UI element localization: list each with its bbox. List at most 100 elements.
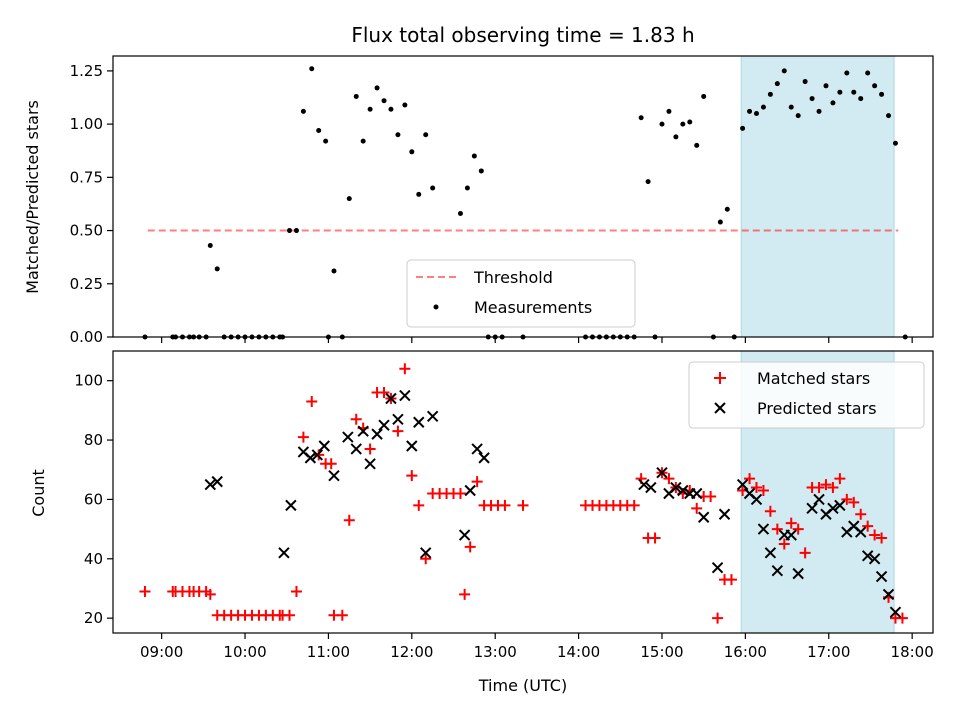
matched-stars-point bbox=[896, 612, 908, 624]
measurements-point bbox=[346, 196, 352, 202]
predicted-stars-point bbox=[861, 550, 874, 562]
measurements-point bbox=[353, 93, 359, 99]
ratio-y-tick-label: 0.25 bbox=[70, 275, 103, 293]
measurements-point bbox=[886, 113, 892, 119]
measurements-point bbox=[851, 89, 857, 95]
measurements-point bbox=[724, 206, 730, 212]
matched-stars-point bbox=[869, 529, 881, 541]
predicted-stars-point bbox=[638, 478, 650, 491]
measurements-point bbox=[293, 228, 299, 234]
x-tick-label: 12:00 bbox=[390, 643, 433, 661]
measurements-point bbox=[214, 266, 220, 272]
measurements-point bbox=[645, 179, 651, 185]
matched-stars-point bbox=[792, 523, 804, 535]
matched-stars-point bbox=[848, 496, 860, 508]
predicted-stars-point bbox=[875, 570, 888, 583]
matched-stars-point bbox=[813, 482, 825, 494]
measurements-point bbox=[767, 91, 773, 97]
matched-stars-point bbox=[862, 520, 874, 532]
matched-stars-point bbox=[406, 470, 418, 482]
measurements-legend-label: Measurements bbox=[474, 298, 592, 317]
matched-stars-point bbox=[413, 499, 425, 511]
x-tick-label: 15:00 bbox=[640, 643, 683, 661]
predicted-stars-point bbox=[718, 508, 731, 520]
matched-stars-point bbox=[454, 487, 466, 499]
matched-stars-point bbox=[778, 538, 790, 550]
matched-stars-point bbox=[820, 479, 832, 491]
matched-stars-point bbox=[290, 585, 302, 597]
ratio-legend-box bbox=[406, 259, 636, 328]
measurements-point bbox=[666, 108, 672, 114]
measurements-point bbox=[638, 115, 644, 121]
measurements-point bbox=[659, 121, 665, 127]
measurements-point bbox=[331, 268, 337, 274]
matched-legend-swatch bbox=[714, 372, 726, 384]
ratio-y-tick-label: 1.00 bbox=[70, 115, 103, 133]
matched-stars-point bbox=[464, 541, 476, 553]
measurements-point bbox=[374, 85, 380, 91]
measurements-point bbox=[892, 140, 898, 146]
measurements-point bbox=[457, 211, 463, 217]
measurements-point bbox=[395, 132, 401, 138]
ratio-y-axis-label: Matched/Predicted stars bbox=[23, 100, 42, 294]
ratio-y-tick-label: 0.00 bbox=[70, 328, 103, 346]
predicted-stars-point bbox=[855, 526, 867, 538]
matched-stars-point bbox=[499, 499, 511, 511]
predicted-legend-label: Predicted stars bbox=[757, 399, 877, 418]
counts-legend: Matched stars Predicted stars bbox=[688, 361, 925, 429]
predicted-stars-point bbox=[406, 440, 418, 452]
x-tick-label: 16:00 bbox=[724, 643, 767, 661]
predicted-stars-point bbox=[764, 547, 777, 559]
matched-stars-point bbox=[306, 395, 318, 407]
x-tick-label: 18:00 bbox=[891, 643, 934, 661]
measurements-point bbox=[701, 93, 707, 99]
matched-stars-point bbox=[336, 609, 348, 621]
measurements-point bbox=[837, 89, 843, 95]
measurements-point bbox=[423, 132, 429, 138]
predicted-stars-point bbox=[670, 481, 682, 494]
measurements-point bbox=[316, 128, 322, 134]
predicted-stars-point bbox=[385, 392, 397, 405]
chart-title: Flux total observing time = 1.83 h bbox=[351, 23, 694, 47]
predicted-stars-point bbox=[806, 502, 818, 515]
matched-stars-point bbox=[855, 508, 867, 520]
predicted-stars-point bbox=[750, 493, 763, 506]
measurements-point bbox=[879, 91, 885, 97]
matched-stars-point bbox=[628, 499, 640, 511]
matched-stars-point bbox=[471, 476, 483, 488]
counts-panel-frame bbox=[112, 350, 934, 634]
counts-y-tick-label: 60 bbox=[84, 490, 103, 508]
measurements-point bbox=[430, 185, 436, 191]
measurements-point bbox=[816, 108, 822, 114]
predicted-stars-point bbox=[311, 449, 324, 461]
matched-legend-label: Matched stars bbox=[757, 369, 870, 388]
predicted-stars-point bbox=[868, 553, 881, 565]
matched-stars-point bbox=[799, 547, 811, 559]
measurements-point bbox=[416, 191, 422, 197]
predicted-stars-point bbox=[328, 469, 340, 482]
measurements-point bbox=[300, 108, 306, 114]
matched-stars-point bbox=[325, 458, 337, 470]
x-tick-label: 13:00 bbox=[474, 643, 517, 661]
measurements-point bbox=[747, 108, 753, 114]
measurements-point bbox=[687, 119, 693, 125]
ratio-panel-frame bbox=[112, 55, 934, 338]
ratio-legend: Threshold Measurements bbox=[406, 259, 636, 328]
predicted-stars-point bbox=[677, 484, 689, 497]
x-tick-label: 17:00 bbox=[807, 643, 850, 661]
predicted-stars-point bbox=[785, 529, 797, 541]
counts-y-tick-label: 40 bbox=[84, 550, 103, 568]
predicted-stars-point bbox=[399, 389, 411, 402]
measurements-point bbox=[360, 138, 366, 144]
measurements-point bbox=[844, 70, 850, 76]
predicted-legend-swatch bbox=[714, 402, 726, 414]
matched-stars-point bbox=[712, 612, 724, 624]
measurements-point bbox=[830, 100, 836, 106]
threshold-legend-label: Threshold bbox=[473, 268, 553, 287]
predicted-stars-point bbox=[889, 606, 902, 618]
matched-stars-point bbox=[204, 588, 216, 600]
x-tick-label: 11:00 bbox=[307, 643, 350, 661]
measurements-point bbox=[809, 96, 815, 102]
predicted-stars-point bbox=[350, 443, 362, 455]
